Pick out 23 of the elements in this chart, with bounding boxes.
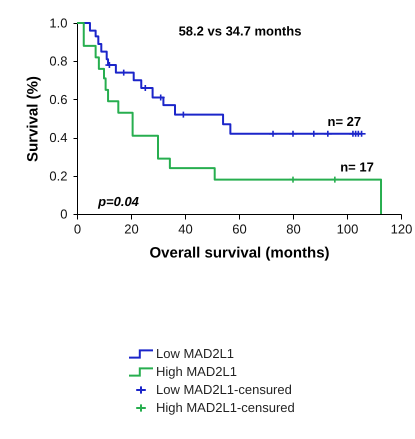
x-tick-label: 80: [286, 222, 301, 236]
y-tick-label: 0.2: [49, 168, 68, 184]
x-tick-label: 60: [232, 222, 247, 236]
y-tick-label: 0.4: [49, 130, 68, 146]
x-tick-label: 20: [124, 222, 139, 236]
y-tick-label: 0.6: [49, 92, 68, 107]
x-tick-label: 40: [178, 222, 193, 236]
y-tick-label: 0.8: [49, 54, 68, 69]
legend-label: High MAD2L1: [156, 364, 237, 379]
y-tick-label: 0: [60, 206, 68, 222]
x-tick-label: 120: [390, 222, 412, 236]
x-tick-label: 100: [336, 222, 358, 236]
y-axis-title: Survival (%): [24, 76, 42, 162]
legend-label: Low MAD2L1-censured: [156, 382, 292, 397]
x-tick-label: 0: [74, 222, 82, 236]
annotation: p=0.04: [97, 194, 140, 209]
legend-label: Low MAD2L1: [156, 346, 234, 361]
y-tick-label: 1.0: [49, 16, 68, 30]
x-axis-title: Overall survival (months): [149, 244, 330, 262]
annotation: 58.2 vs 34.7 months: [178, 24, 302, 38]
legend-label: High MAD2L1-censured: [156, 400, 295, 415]
annotation: n= 17: [340, 160, 374, 175]
annotation: n= 27: [327, 114, 362, 129]
